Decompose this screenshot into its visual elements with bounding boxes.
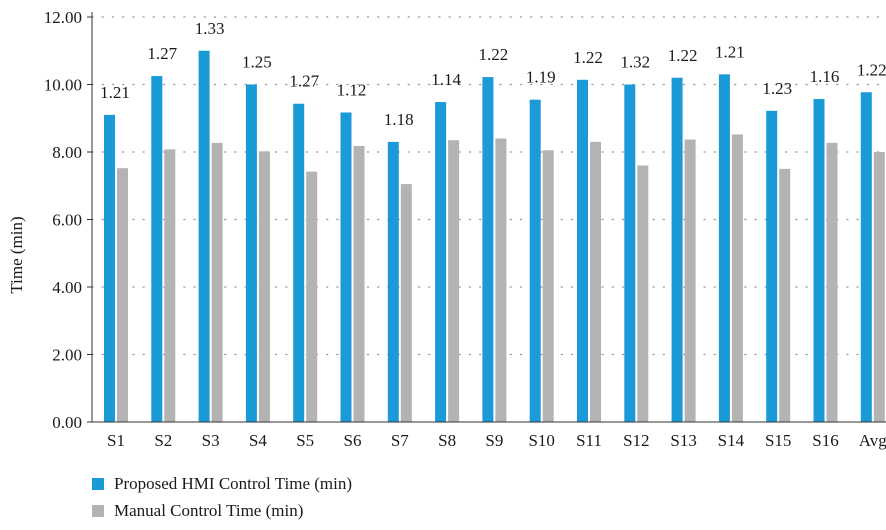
x-tick-label: S14	[718, 431, 745, 450]
ratio-label-S7: 1.18	[384, 110, 414, 129]
ratio-label-Avg: 1.22	[857, 60, 886, 79]
x-tick-label: S1	[107, 431, 125, 450]
x-tick-label: S2	[154, 431, 172, 450]
ratio-label-S10: 1.19	[526, 68, 556, 87]
bar-hmi-S15	[766, 110, 778, 422]
y-tick-label: 12.00	[44, 8, 82, 27]
legend: Proposed HMI Control Time (min) Manual C…	[92, 472, 352, 526]
bar-hmi-S9	[482, 77, 494, 422]
x-tick-label: S13	[670, 431, 696, 450]
y-tick-label: 8.00	[52, 143, 82, 162]
x-tick-label: S6	[344, 431, 362, 450]
bar-hmi-S13	[671, 77, 683, 422]
bar-hmi-S1	[104, 114, 115, 422]
ratio-label-S2: 1.27	[147, 44, 177, 63]
bar-hmi-S6	[340, 112, 352, 422]
bar-manual-S6	[353, 145, 365, 423]
x-tick-label: S11	[576, 431, 602, 450]
bar-hmi-S16	[813, 99, 825, 422]
bar-manual-S4	[258, 151, 270, 422]
ratio-labels: 1.21 1.27 1.33 1.25 1.27 1.12 1.18 1.14 1.22 1.19…	[100, 19, 886, 129]
bar-manual-Avg	[873, 152, 885, 422]
bar-manual-S15	[779, 168, 791, 422]
legend-label-manual: Manual Control Time (min)	[114, 501, 304, 520]
y-tick-label: 10.00	[44, 76, 82, 95]
bar-manual-S1	[117, 168, 128, 422]
bar-manual-S10	[542, 150, 554, 422]
bar-manual-S16	[826, 142, 838, 422]
bar-manual-S3	[211, 142, 223, 422]
x-tick-label: S7	[391, 431, 409, 450]
ratio-label-S12: 1.32	[620, 53, 650, 72]
ratio-label-S8: 1.14	[431, 70, 461, 89]
ratio-label-S11: 1.22	[573, 48, 603, 67]
legend-swatch-hmi	[92, 478, 104, 490]
ratio-label-S4: 1.25	[242, 53, 272, 72]
ratio-label-S3: 1.33	[195, 19, 225, 38]
x-tick-label: S5	[296, 431, 314, 450]
bar-hmi-S2	[151, 76, 163, 422]
legend-label-hmi: Proposed HMI Control Time (min)	[114, 474, 353, 493]
ratio-label-S9: 1.22	[479, 45, 509, 64]
gridlines	[91, 16, 886, 356]
x-tick-label: S15	[765, 431, 791, 450]
bars	[104, 50, 885, 423]
x-tick-label: Avg	[859, 431, 886, 450]
bar-manual-S7	[400, 184, 412, 422]
bar-manual-S14	[731, 134, 743, 422]
x-tick-label: S8	[438, 431, 456, 450]
y-tick-label: 6.00	[52, 211, 82, 230]
bar-hmi-S5	[293, 103, 305, 423]
y-axis: 0.00 2.00 4.00 6.00 8.00 10.00 12.00	[44, 8, 886, 432]
bar-hmi-Avg	[860, 92, 872, 422]
bar-hmi-S10	[529, 99, 541, 422]
bar-hmi-S12	[624, 84, 636, 422]
bar-manual-S12	[637, 165, 649, 422]
legend-item-hmi: Proposed HMI Control Time (min)	[92, 472, 352, 496]
x-axis: S1 S2 S3 S4 S5 S6 S7 S8 S9 S10 S11 S12 S13 S14 S15 S16 A…	[107, 431, 886, 450]
y-tick-label: 2.00	[52, 346, 82, 365]
bar-hmi-S11	[577, 79, 588, 423]
bar-hmi-S3	[198, 50, 210, 422]
bar-manual-S11	[590, 141, 601, 422]
ratio-label-S14: 1.21	[715, 42, 745, 61]
ratio-label-S5: 1.27	[289, 72, 319, 91]
bar-manual-S13	[684, 139, 696, 422]
x-tick-label: S4	[249, 431, 267, 450]
bar-manual-S9	[495, 138, 507, 422]
legend-swatch-manual	[92, 505, 104, 517]
y-tick-label: 0.00	[52, 413, 82, 432]
bar-manual-S8	[448, 140, 460, 422]
bar-hmi-S7	[387, 141, 399, 422]
bar-hmi-S4	[245, 84, 257, 422]
y-tick-label: 4.00	[52, 278, 82, 297]
x-tick-label: S12	[623, 431, 649, 450]
y-axis-title: Time (min)	[7, 216, 26, 293]
bar-manual-S2	[164, 149, 176, 423]
ratio-label-S1: 1.21	[100, 83, 130, 102]
x-tick-label: S3	[202, 431, 220, 450]
ratio-label-S6: 1.12	[337, 81, 367, 100]
x-tick-label: S10	[528, 431, 554, 450]
ratio-label-S16: 1.16	[810, 67, 840, 86]
bar-hmi-S14	[718, 74, 730, 422]
ratio-label-S13: 1.22	[668, 46, 698, 65]
bar-manual-S5	[306, 171, 318, 422]
legend-item-manual: Manual Control Time (min)	[92, 499, 352, 523]
x-tick-label: S9	[485, 431, 503, 450]
ratio-label-S15: 1.23	[762, 79, 792, 98]
x-tick-label: S16	[812, 431, 838, 450]
bar-hmi-S8	[435, 102, 447, 423]
